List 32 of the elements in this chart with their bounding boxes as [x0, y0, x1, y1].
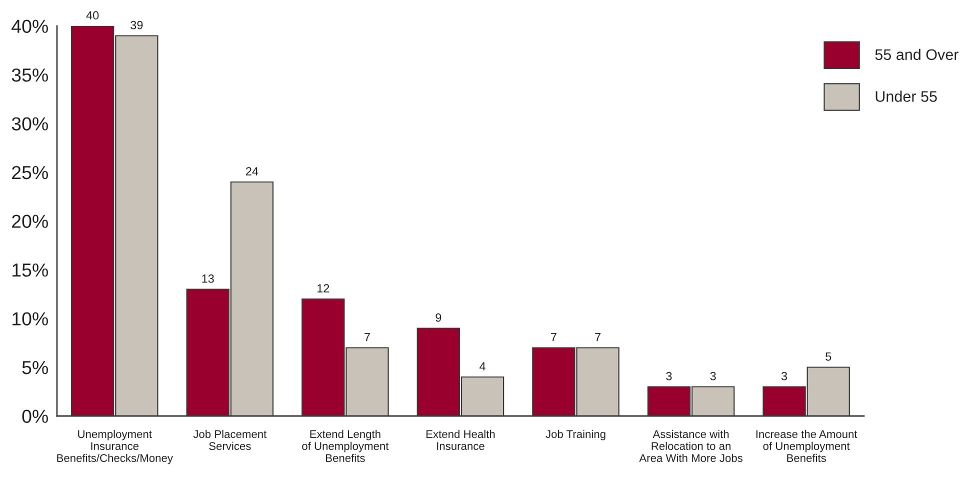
x-tick-label: Assistance with Relocation to an Area With More Jobs [639, 430, 743, 462]
y-tick-label: 30% [12, 117, 48, 130]
x-tick-label: Job Training [546, 430, 606, 440]
x-tick-label: Job Placement Services [193, 430, 267, 450]
legend-label: Under 55 [876, 90, 937, 102]
x-tick-label: Unemployment Insurance Benefits/Checks/Money [57, 430, 173, 464]
data-label: 9 [436, 313, 442, 322]
data-label: 13 [202, 274, 214, 283]
data-label: 7 [364, 333, 370, 342]
x-tick-label: Extend Health Insurance [426, 430, 495, 450]
y-tick-label: 35% [12, 68, 48, 82]
x-tick-label: Increase the Amount of Unemployment Benefits [756, 430, 858, 462]
data-label: 5 [826, 352, 832, 361]
data-label: 7 [595, 333, 600, 342]
data-label: 3 [781, 372, 788, 380]
y-tick-label: 0% [22, 410, 48, 423]
data-label: 7 [551, 333, 556, 342]
data-label: 39 [130, 20, 143, 30]
y-tick-label: 40% [12, 20, 48, 33]
data-label: 12 [317, 284, 330, 292]
data-label: 3 [710, 372, 716, 380]
legend-label: 55 and Over [875, 48, 958, 60]
y-tick-label: 25% [12, 166, 48, 180]
data-label: 3 [666, 372, 672, 380]
y-tick-label: 5% [22, 361, 48, 374]
x-tick-label: Extend Length of Unemployment Benefits [302, 430, 389, 462]
data-label: 4 [480, 362, 486, 370]
y-tick-label: 10% [12, 312, 48, 326]
data-label: 40 [86, 11, 99, 20]
y-tick-label: 15% [12, 264, 48, 277]
y-tick-label: 20% [12, 214, 48, 228]
data-label: 24 [246, 167, 258, 176]
